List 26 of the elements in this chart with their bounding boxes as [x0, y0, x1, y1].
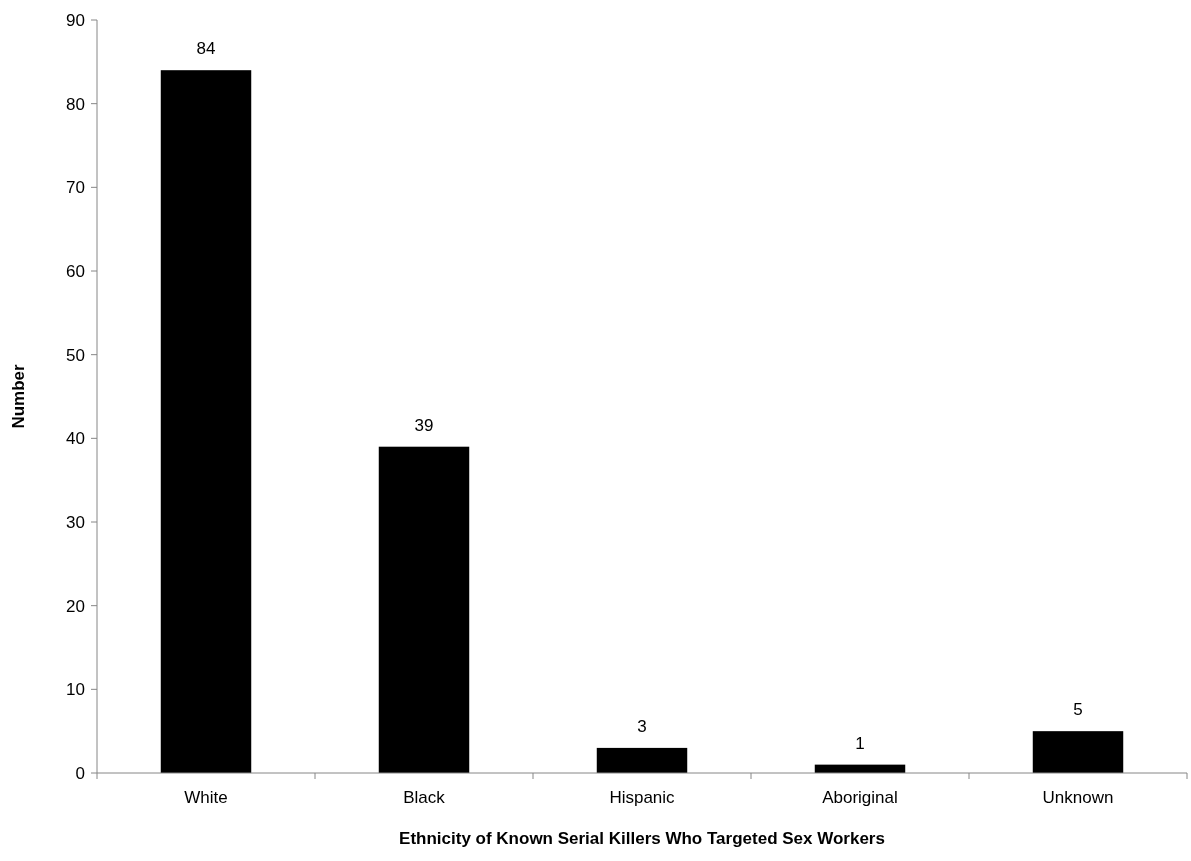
y-axis-title: Number [9, 364, 28, 429]
y-tick-label: 60 [66, 261, 85, 281]
bar [1032, 731, 1124, 773]
data-label: 3 [637, 716, 647, 736]
x-tick-label: White [184, 788, 228, 807]
bar [378, 446, 470, 773]
y-tick-label: 70 [66, 178, 85, 198]
bar [160, 70, 252, 773]
data-label: 1 [855, 733, 865, 753]
y-tick-label: 40 [66, 429, 85, 449]
x-tick-label: Black [403, 788, 446, 807]
y-tick-label: 90 [66, 10, 85, 30]
x-tick-label: Hispanic [609, 788, 676, 807]
y-tick-label: 30 [66, 512, 85, 532]
data-label: 84 [196, 39, 216, 59]
y-tick-label: 0 [75, 763, 85, 783]
y-tick-label: 80 [66, 94, 85, 114]
data-label: 39 [414, 415, 434, 435]
y-tick-label: 10 [66, 680, 85, 700]
y-tick-label: 20 [66, 596, 85, 616]
bar [596, 747, 688, 773]
data-label: 5 [1073, 700, 1083, 720]
y-tick-label: 50 [66, 345, 85, 365]
x-tick-label: Aboriginal [822, 788, 898, 807]
x-axis-title: Ethnicity of Known Serial Killers Who Targeted Sex Workers [399, 829, 885, 848]
x-tick-label: Unknown [1042, 788, 1114, 807]
